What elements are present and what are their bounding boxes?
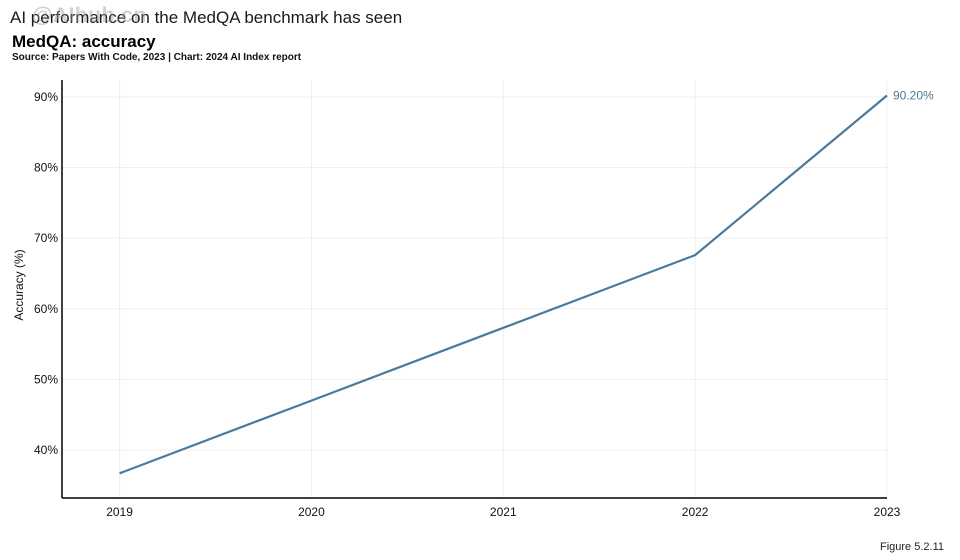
chart-title: MedQA: accuracy [12,32,156,51]
page-headline: AI performance on the MedQA benchmark ha… [10,8,403,27]
x-tick-label: 2019 [106,505,133,519]
y-axis-label: Accuracy (%) [12,249,26,320]
grid-lines [62,80,888,498]
x-tick-label: 2021 [490,505,517,519]
y-tick-label: 40% [34,443,58,457]
x-tick-label: 2020 [298,505,325,519]
y-tick-label: 70% [34,231,58,245]
watermark: @AIhub.cn [32,4,147,27]
end-value-label: 90.20% [893,89,934,103]
figure-label: Figure 5.2.11 [879,541,944,553]
series-layer: 90.20% [119,89,934,475]
chart-source: Source: Papers With Code, 2023 | Chart: … [12,52,302,63]
x-tick-label: 2022 [682,505,709,519]
y-tick-label: 60% [34,302,58,316]
y-tick-label: 80% [34,161,58,175]
tick-labels: 40% 50% 60% 70% 80% 90% 2019 2020 2021 2022 2023 [34,90,901,519]
y-tick-label: 90% [34,90,58,104]
x-tick-label: 2023 [874,505,901,519]
y-tick-label: 50% [34,372,58,386]
axes [61,80,887,499]
